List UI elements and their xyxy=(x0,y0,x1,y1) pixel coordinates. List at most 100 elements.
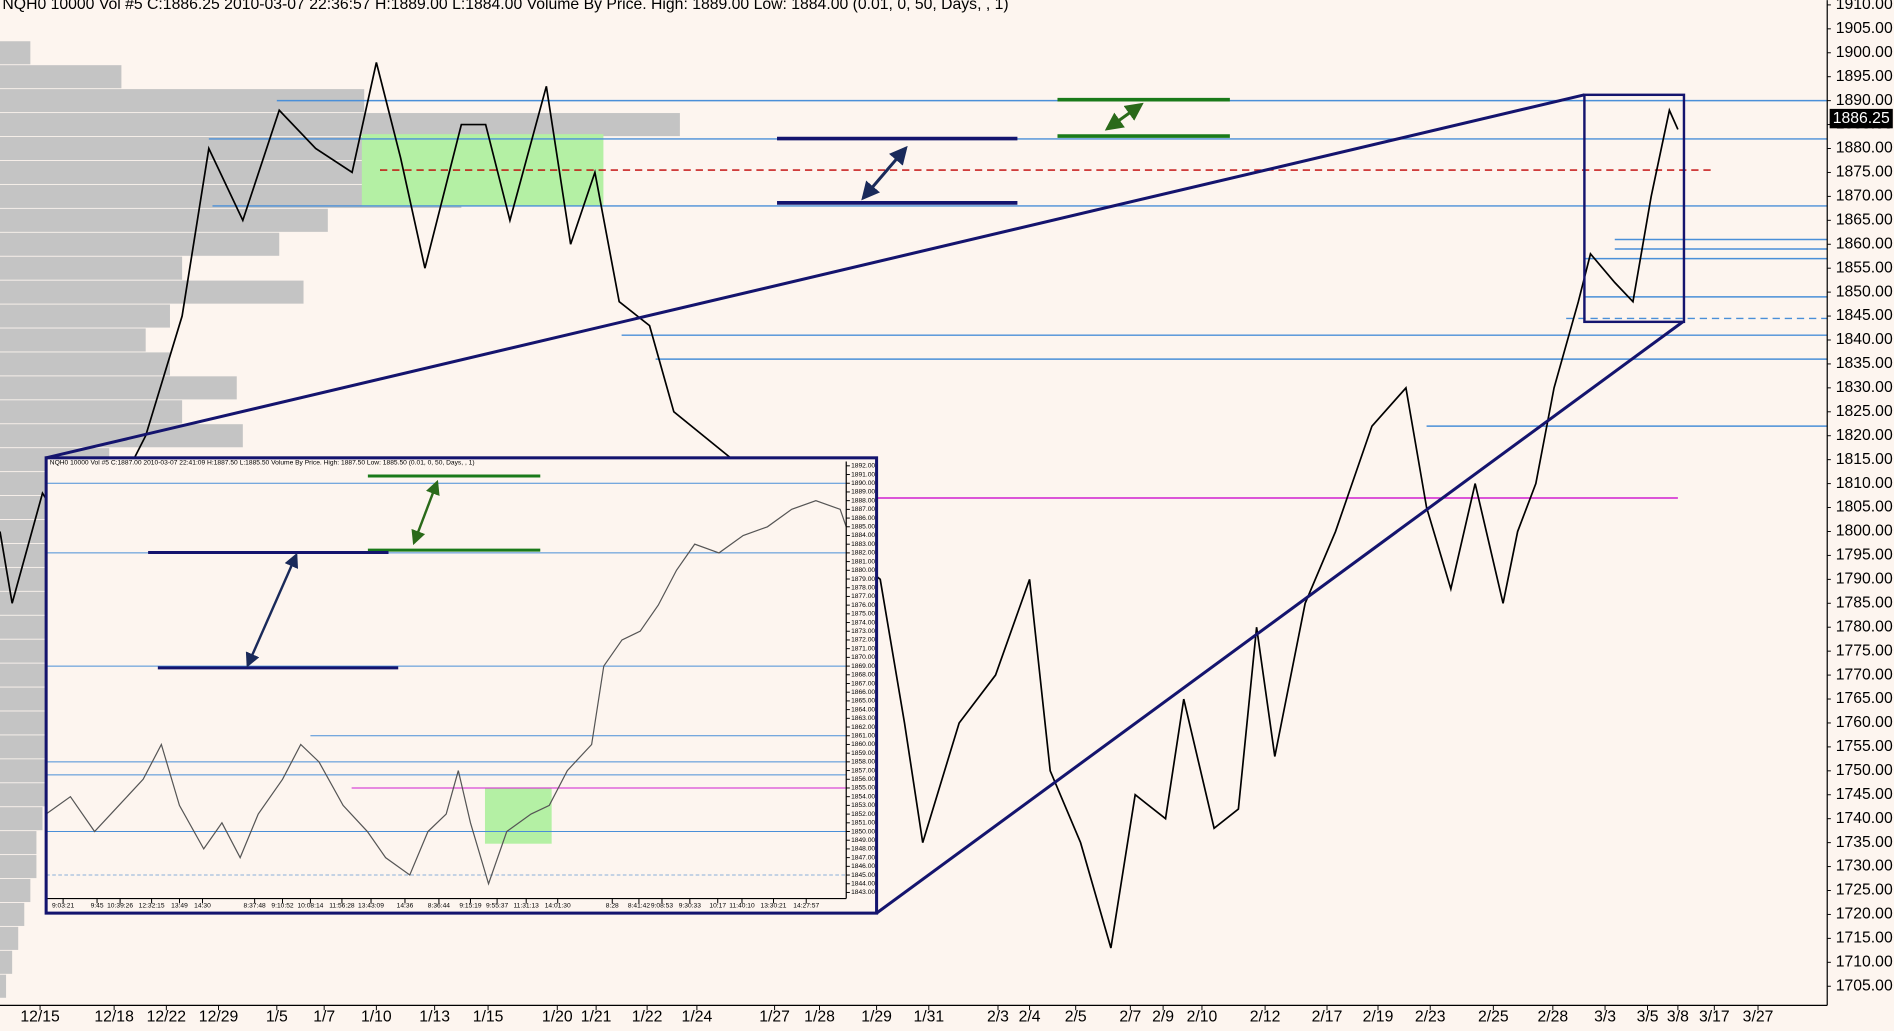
inset-background xyxy=(46,457,877,914)
x-tick-label: 10:39:26 xyxy=(107,903,133,910)
y-tick-label: 1860.00 xyxy=(1836,235,1893,252)
x-tick-label: 14:30 xyxy=(194,903,211,910)
price-line xyxy=(0,62,1679,949)
x-tick-label: 9:30:33 xyxy=(679,903,702,910)
y-tick-label: 1866.00 xyxy=(851,689,875,696)
y-tick-label: 1884.00 xyxy=(851,532,875,539)
x-tick-label: 2/17 xyxy=(1312,1009,1343,1026)
x-tick-label: 1/15 xyxy=(473,1009,504,1026)
volume-profile-bar xyxy=(0,89,365,113)
y-tick-label: 1885.00 xyxy=(851,524,875,531)
x-tick-label: 2/19 xyxy=(1363,1009,1394,1026)
y-tick-label: 1859.00 xyxy=(851,750,875,757)
inset-annotations xyxy=(44,456,879,915)
y-tick-label: 1873.00 xyxy=(851,628,875,635)
y-tick-label: 1857.00 xyxy=(851,767,875,774)
x-tick-label: 2/25 xyxy=(1478,1009,1509,1026)
zoom-box xyxy=(1583,93,1686,324)
y-tick-label: 1845.00 xyxy=(1836,307,1893,324)
y-tick-label: 1877.00 xyxy=(851,593,875,600)
y-tick-label: 1843.00 xyxy=(851,889,875,896)
volume-profile-bar xyxy=(0,352,170,376)
x-tick-label: 3/8 xyxy=(1667,1009,1689,1026)
y-tick-label: 1875.00 xyxy=(1836,164,1893,181)
x-tick-label: 2/23 xyxy=(1415,1009,1446,1026)
y-tick-label: 1878.00 xyxy=(851,584,875,591)
y-tick-label: 1846.00 xyxy=(851,863,875,870)
x-tick-label: 1/20 xyxy=(542,1009,573,1026)
x-tick-label: 1/10 xyxy=(361,1009,392,1026)
volume-profile-bar xyxy=(0,232,280,256)
y-tick-label: 1855.00 xyxy=(1836,259,1893,276)
x-tick-label: 14:01:30 xyxy=(545,903,571,910)
volume-profile-bar xyxy=(0,328,146,352)
y-tick-label: 1785.00 xyxy=(1836,594,1893,611)
y-tick-label: 1869.00 xyxy=(851,663,875,670)
y-tick-label: 1860.00 xyxy=(851,741,875,748)
y-tick-label: 1887.00 xyxy=(851,506,875,513)
y-tick-label: 1780.00 xyxy=(1836,618,1893,635)
y-tick-label: 1872.00 xyxy=(851,637,875,644)
volume-profile-bar xyxy=(0,136,401,161)
y-tick-label: 1862.00 xyxy=(851,724,875,731)
y-tick-label: 1805.00 xyxy=(1836,499,1893,516)
x-tick-label: 3/5 xyxy=(1637,1009,1659,1026)
x-tick-label: 1/7 xyxy=(313,1009,335,1026)
y-tick-label: 1815.00 xyxy=(1836,451,1893,468)
value-zone xyxy=(484,787,552,844)
y-tick-label: 1850.00 xyxy=(851,828,875,835)
y-tick-label: 1725.00 xyxy=(1836,882,1893,899)
y-tick-label: 1890.00 xyxy=(1836,92,1893,109)
y-tick-label: 1858.00 xyxy=(851,759,875,766)
y-tick-label: 1850.00 xyxy=(1836,283,1893,300)
y-tick-label: 1755.00 xyxy=(1836,738,1893,755)
y-tick-label: 1876.00 xyxy=(851,602,875,609)
measure-arrow xyxy=(245,552,299,668)
volume-profile-bar xyxy=(0,304,170,328)
y-tick-label: 1853.00 xyxy=(851,802,875,809)
y-tick-label: 1795.00 xyxy=(1836,547,1893,564)
x-tick-label: 1/29 xyxy=(861,1009,892,1026)
x-tick-label: 9:03:21 xyxy=(52,903,75,910)
y-tick-label: 1825.00 xyxy=(1836,403,1893,420)
volume-profile-bar xyxy=(0,424,243,448)
y-tick-label: 1879.00 xyxy=(851,576,875,583)
y-tick-label: 1886.00 xyxy=(851,515,875,522)
y-tick-label: 1905.00 xyxy=(1836,20,1893,37)
x-tick-label: 2/5 xyxy=(1065,1009,1087,1026)
volume-profile-bar xyxy=(0,878,31,903)
volume-profile-bar xyxy=(0,855,37,879)
y-tick-label: 1871.00 xyxy=(851,645,875,652)
y-tick-label: 1745.00 xyxy=(1836,786,1893,803)
x-tick-label: 11:31:13 xyxy=(513,903,539,910)
x-tick-label: 13:30:21 xyxy=(761,903,787,910)
y-tick-label: 1845.00 xyxy=(851,872,875,879)
x-tick-label: 10:08:14 xyxy=(297,903,323,910)
x-tick-label: 8:37:48 xyxy=(244,903,267,910)
y-tick-label: 1844.00 xyxy=(851,881,875,888)
x-tick-label: 8:36:44 xyxy=(428,903,451,910)
y-tick-label: 1740.00 xyxy=(1836,810,1893,827)
volume-profile-bar xyxy=(0,208,328,232)
measure-arrow xyxy=(1104,102,1144,131)
x-tick-label: 3/17 xyxy=(1699,1009,1730,1026)
x-tick-label: 13:43:09 xyxy=(358,903,384,910)
y-tick-label: 1890.00 xyxy=(851,480,875,487)
y-tick-label: 1865.00 xyxy=(851,698,875,705)
y-tick-label: 1705.00 xyxy=(1836,977,1893,994)
y-tick-label: 1900.00 xyxy=(1836,44,1893,61)
volume-profile-bar xyxy=(0,902,25,926)
y-tick-label: 1870.00 xyxy=(851,654,875,661)
volume-profile-bar xyxy=(0,735,55,759)
x-tick-label: 12:32:15 xyxy=(139,903,165,910)
volume-profile-bar xyxy=(0,41,31,65)
y-tick-label: 1861.00 xyxy=(851,732,875,739)
y-tick-label: 1730.00 xyxy=(1836,858,1893,875)
y-tick-label: 1765.00 xyxy=(1836,690,1893,707)
x-tick-label: 12/15 xyxy=(20,1009,60,1026)
measure-arrow xyxy=(861,145,908,201)
y-tick-label: 1720.00 xyxy=(1836,906,1893,923)
chart-title: NQH0 10000 Vol #5 C:1886.25 2010-03-07 2… xyxy=(2,0,1008,13)
x-tick-label: 12/29 xyxy=(199,1009,239,1026)
